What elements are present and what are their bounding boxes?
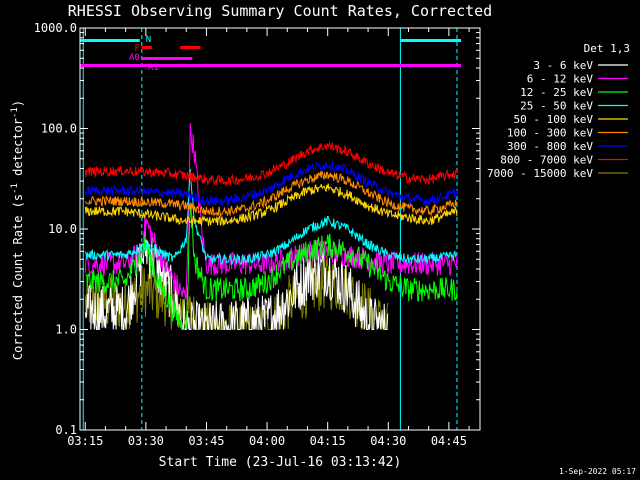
legend-label: 50 - 100 keV: [514, 113, 594, 126]
y-axis-label-end: ): [11, 100, 25, 107]
legend-label: 25 - 50 keV: [520, 100, 593, 113]
series-line: [84, 225, 389, 330]
x-tick-label: 04:00: [249, 434, 285, 448]
legend-label: 300 - 800 keV: [507, 140, 593, 153]
series-line: [84, 170, 458, 218]
legend-label: 12 - 25 keV: [520, 86, 593, 99]
night-bar: [400, 39, 462, 42]
y-tick-label: 1.0: [55, 323, 77, 337]
timestamp: 1-Sep-2022 05:17: [559, 467, 636, 476]
series-line: [84, 140, 458, 186]
chart-title: RHESSI Observing Summary Count Rates, Co…: [68, 2, 492, 20]
night-label: N: [146, 35, 151, 45]
x-tick-label: 04:15: [310, 434, 346, 448]
flare-bar: [141, 46, 152, 49]
y-axis-label-sup2: -1: [10, 107, 20, 118]
a1-label: A1: [148, 63, 159, 73]
y-tick-label: 0.1: [55, 423, 77, 437]
x-tick-label: 03:15: [67, 434, 103, 448]
y-axis-label: Corrected Count Rate (s-1 detector-1): [10, 100, 25, 360]
x-tick-label: 03:45: [188, 434, 224, 448]
x-axis-label: Start Time (23-Jul-16 03:13:42): [159, 455, 402, 470]
legend-label: 6 - 12 keV: [527, 73, 594, 86]
y-tick-label: 10.0: [48, 222, 77, 236]
flare-bar: [180, 46, 201, 49]
series-line: [84, 169, 458, 266]
series-line: [85, 204, 458, 330]
x-tick-label: 03:30: [128, 434, 164, 448]
y-axis-label-sup1: -1: [10, 183, 20, 194]
x-tick-label: 04:30: [370, 434, 406, 448]
series-layer: [84, 123, 458, 330]
legend-label: 3 - 6 keV: [533, 59, 593, 72]
y-tick-label: 100.0: [41, 122, 77, 136]
series-line: [84, 160, 458, 207]
legend-title: Det 1,3: [584, 42, 630, 55]
legend-label: 100 - 300 keV: [507, 127, 593, 140]
attenuator-a0-bar: [141, 57, 193, 60]
y-axis-label-main: Corrected Count Rate (s: [11, 194, 25, 360]
flare-label: F: [134, 44, 139, 54]
legend-label: 7000 - 15000 keV: [487, 167, 593, 180]
y-tick-label: 1000.0: [34, 21, 77, 35]
series-line: [84, 183, 458, 226]
axes: 0.1 1.0 10.0 100.0 1000.0 03:15 03:30 03:45 04:0…: [34, 21, 481, 448]
legend-label: 800 - 7000 keV: [500, 154, 593, 167]
x-tick-label: 04:45: [431, 434, 467, 448]
a0-label: A0: [129, 53, 140, 63]
attenuator-a1-bar: [80, 64, 462, 67]
night-bar: [80, 39, 140, 42]
y-axis-label-mid: detector: [11, 118, 25, 183]
